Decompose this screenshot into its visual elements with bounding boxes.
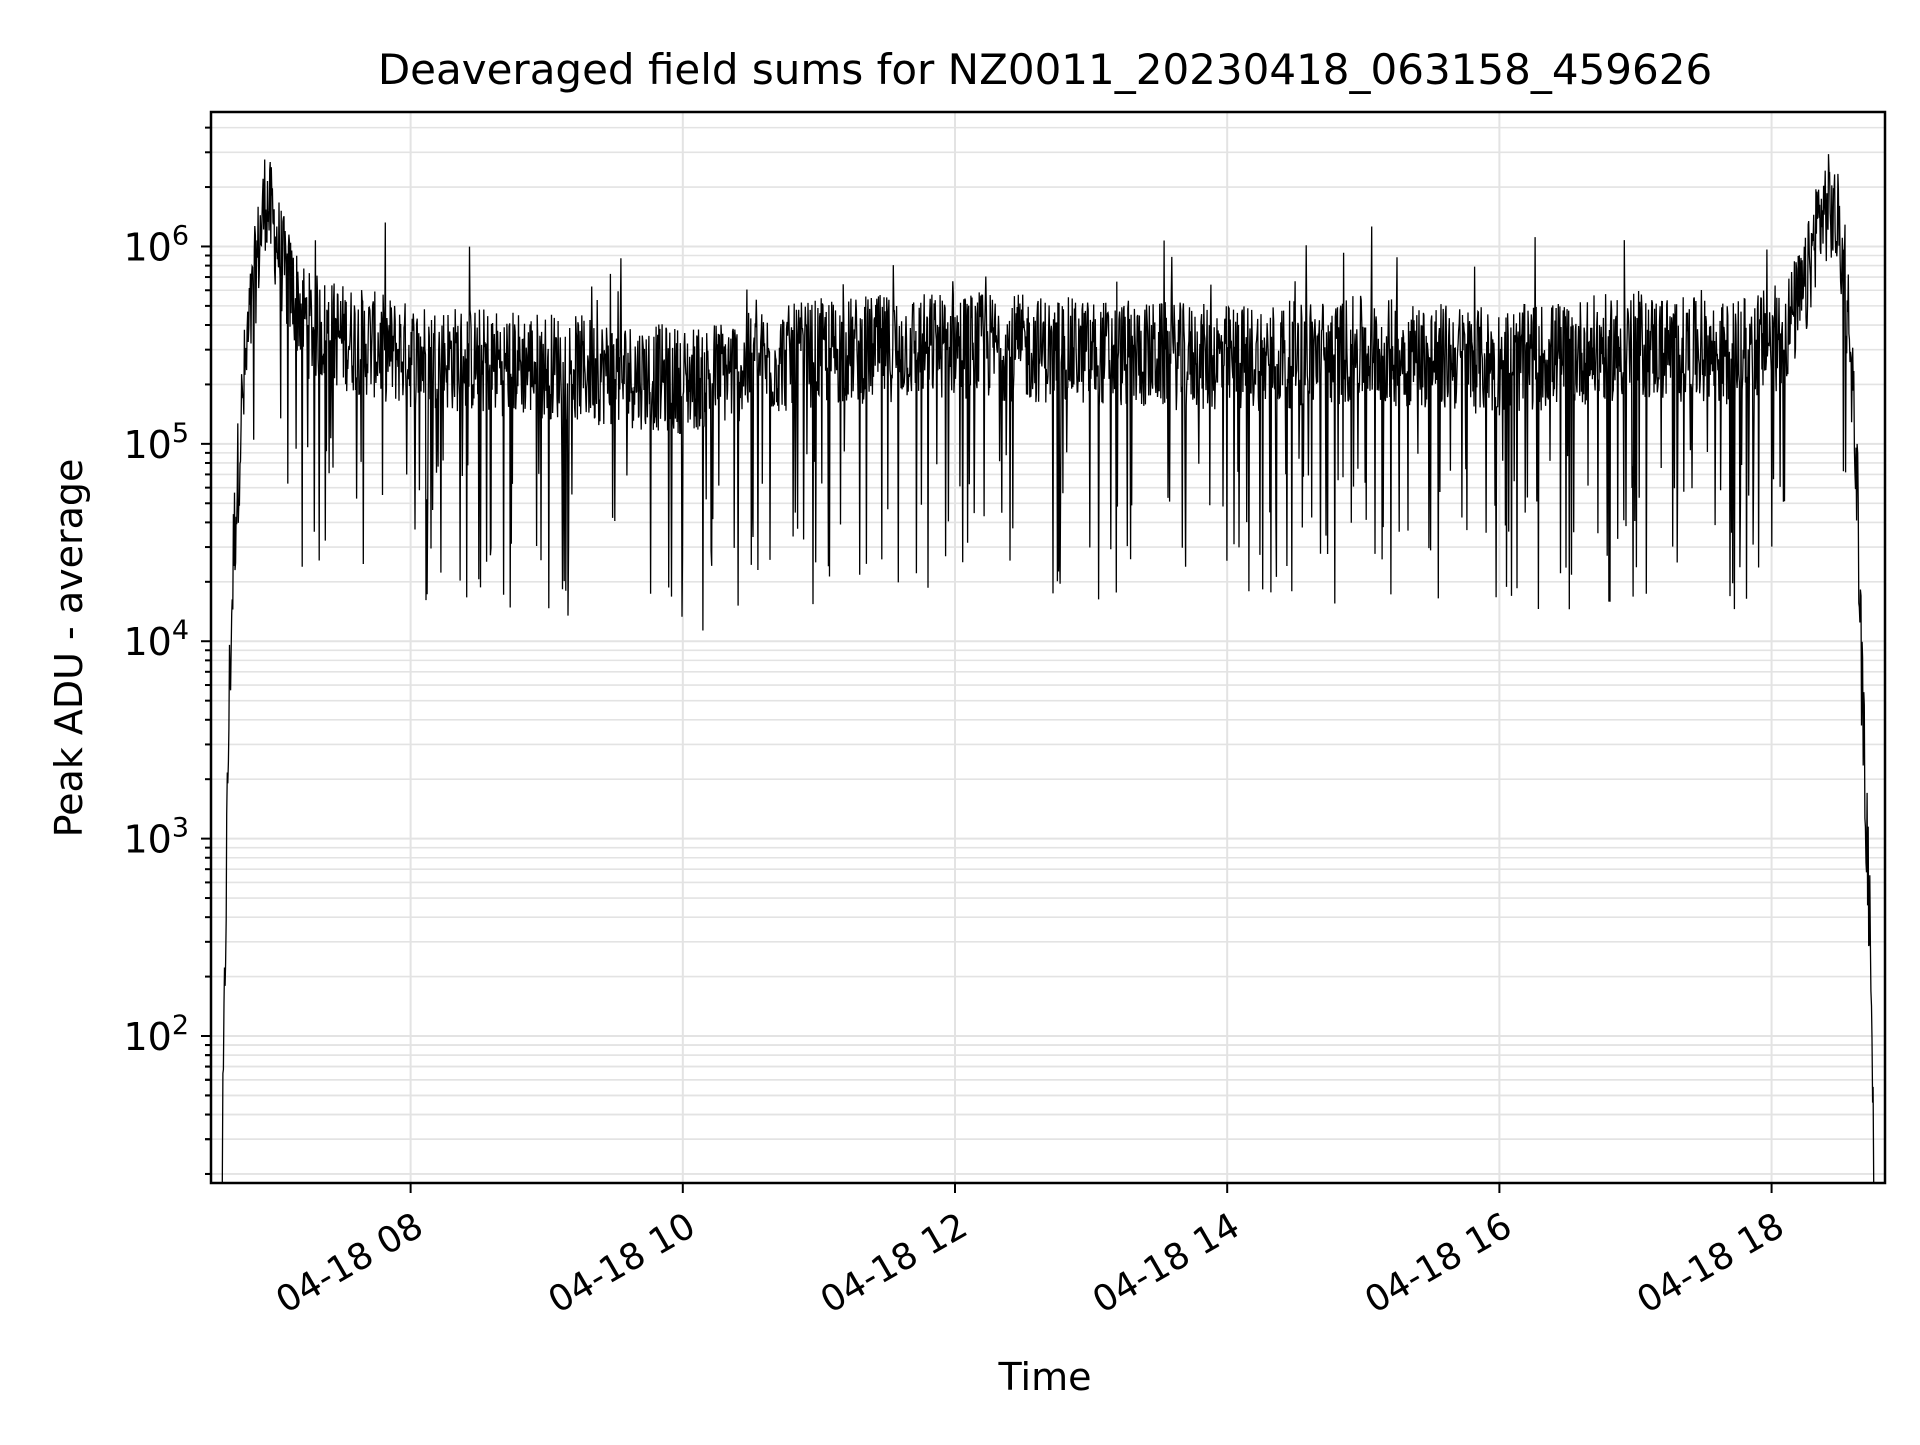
x-axis-label: Time	[998, 1355, 1092, 1399]
plot-frame	[209, 110, 1887, 1185]
y-tick-label: 103	[123, 813, 189, 862]
grid-lines	[211, 112, 1885, 1183]
y-tick-label: 106	[123, 220, 189, 269]
y-tick-label: 104	[123, 615, 189, 664]
chart-title: Deaveraged field sums for NZ0011_2023041…	[378, 45, 1712, 94]
y-tick-label: 105	[123, 418, 189, 467]
y-ticks: 102 103 104 105 106	[123, 126, 211, 1175]
y-axis-label: Peak ADU - average	[47, 459, 91, 838]
series-layer	[221, 154, 1875, 1184]
y-tick-label: 102	[123, 1010, 189, 1059]
series-line	[221, 154, 1875, 1184]
